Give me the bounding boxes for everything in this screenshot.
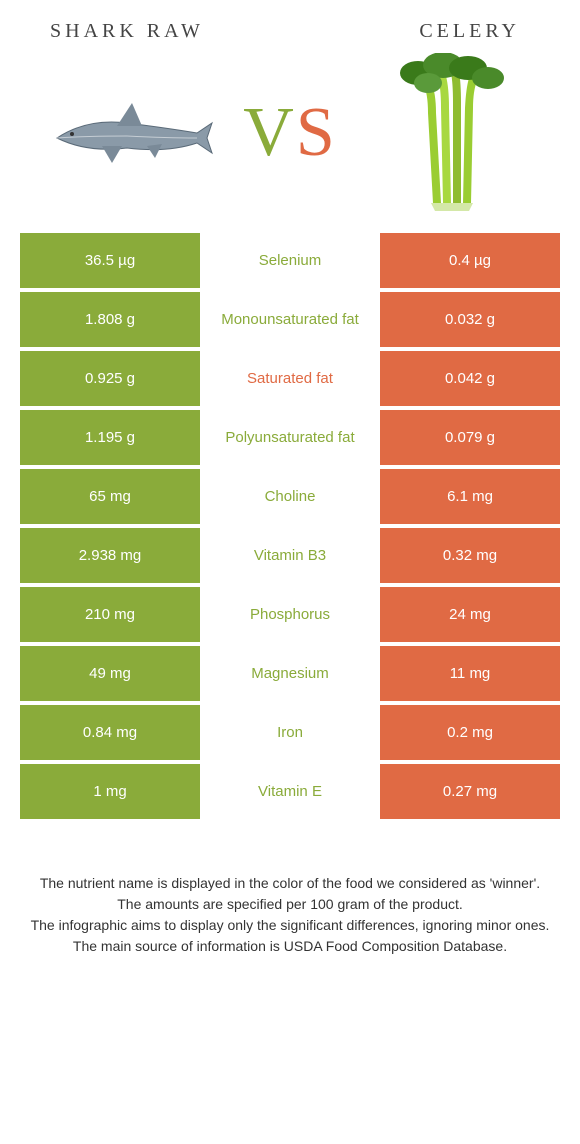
right-value-cell: 24 mg bbox=[380, 587, 560, 642]
table-row: 36.5 µgSelenium0.4 µg bbox=[20, 233, 560, 288]
nutrient-name-cell: Vitamin E bbox=[200, 764, 380, 819]
table-row: 0.84 mgIron0.2 mg bbox=[20, 705, 560, 760]
nutrient-name-cell: Vitamin B3 bbox=[200, 528, 380, 583]
vs-label: VS bbox=[243, 93, 337, 173]
nutrient-name-cell: Phosphorus bbox=[200, 587, 380, 642]
nutrient-name-cell: Saturated fat bbox=[200, 351, 380, 406]
right-value-cell: 0.27 mg bbox=[380, 764, 560, 819]
celery-icon bbox=[373, 53, 523, 213]
right-value-cell: 11 mg bbox=[380, 646, 560, 701]
left-value-cell: 0.84 mg bbox=[20, 705, 200, 760]
nutrient-name-cell: Polyunsaturated fat bbox=[200, 410, 380, 465]
left-food-image bbox=[20, 53, 243, 213]
table-row: 210 mgPhosphorus24 mg bbox=[20, 587, 560, 642]
right-value-cell: 0.079 g bbox=[380, 410, 560, 465]
nutrient-name-cell: Choline bbox=[200, 469, 380, 524]
left-value-cell: 210 mg bbox=[20, 587, 200, 642]
shark-icon bbox=[47, 88, 217, 178]
table-row: 49 mgMagnesium11 mg bbox=[20, 646, 560, 701]
nutrient-name-cell: Iron bbox=[200, 705, 380, 760]
left-value-cell: 1.808 g bbox=[20, 292, 200, 347]
right-value-cell: 0.32 mg bbox=[380, 528, 560, 583]
table-row: 65 mgCholine6.1 mg bbox=[20, 469, 560, 524]
left-value-cell: 65 mg bbox=[20, 469, 200, 524]
table-row: 2.938 mgVitamin B30.32 mg bbox=[20, 528, 560, 583]
right-value-cell: 6.1 mg bbox=[380, 469, 560, 524]
left-value-cell: 0.925 g bbox=[20, 351, 200, 406]
images-row: VS bbox=[0, 53, 580, 233]
table-row: 1 mgVitamin E0.27 mg bbox=[20, 764, 560, 819]
left-value-cell: 1 mg bbox=[20, 764, 200, 819]
footer-line-3: The infographic aims to display only the… bbox=[30, 915, 550, 936]
footer-line-2: The amounts are specified per 100 gram o… bbox=[30, 894, 550, 915]
right-value-cell: 0.4 µg bbox=[380, 233, 560, 288]
footer-notes: The nutrient name is displayed in the co… bbox=[0, 823, 580, 977]
right-value-cell: 0.042 g bbox=[380, 351, 560, 406]
right-value-cell: 0.2 mg bbox=[380, 705, 560, 760]
left-value-cell: 36.5 µg bbox=[20, 233, 200, 288]
footer-line-1: The nutrient name is displayed in the co… bbox=[30, 873, 550, 894]
left-food-title: Shark raw bbox=[50, 20, 204, 43]
nutrient-name-cell: Monounsaturated fat bbox=[200, 292, 380, 347]
nutrient-name-cell: Magnesium bbox=[200, 646, 380, 701]
nutrient-table: 36.5 µgSelenium0.4 µg1.808 gMonounsatura… bbox=[0, 233, 580, 823]
table-row: 0.925 gSaturated fat0.042 g bbox=[20, 351, 560, 406]
nutrient-name-cell: Selenium bbox=[200, 233, 380, 288]
header-titles: Shark raw Celery bbox=[0, 0, 580, 53]
right-food-title: Celery bbox=[419, 20, 520, 43]
right-food-image bbox=[337, 53, 560, 213]
left-value-cell: 49 mg bbox=[20, 646, 200, 701]
vs-letter-v: V bbox=[243, 93, 296, 173]
vs-letter-s: S bbox=[296, 93, 337, 173]
right-value-cell: 0.032 g bbox=[380, 292, 560, 347]
table-row: 1.195 gPolyunsaturated fat0.079 g bbox=[20, 410, 560, 465]
table-row: 1.808 gMonounsaturated fat0.032 g bbox=[20, 292, 560, 347]
footer-line-4: The main source of information is USDA F… bbox=[30, 936, 550, 957]
left-value-cell: 1.195 g bbox=[20, 410, 200, 465]
left-value-cell: 2.938 mg bbox=[20, 528, 200, 583]
